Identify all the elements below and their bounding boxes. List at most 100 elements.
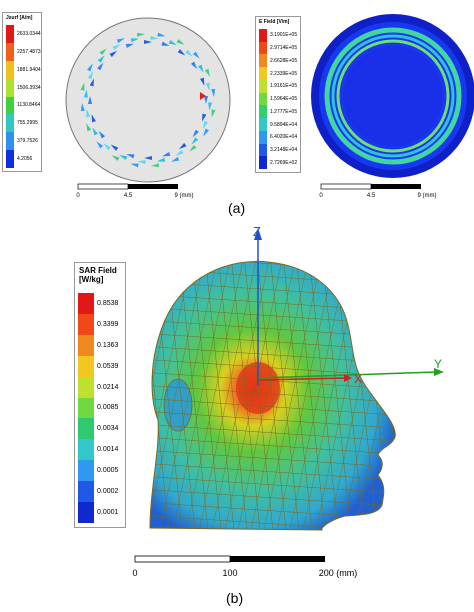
field-ring <box>324 27 462 165</box>
legend-value: 0.0539 <box>97 362 119 370</box>
y-arrow <box>434 368 444 376</box>
current-arrow <box>89 78 95 87</box>
current-arrow <box>211 88 216 98</box>
current-arrow <box>87 63 93 72</box>
current-arrow <box>192 129 199 138</box>
mesh-line <box>150 384 396 404</box>
legend-row: 1.2777E+05 <box>259 105 298 119</box>
legend-swatch <box>78 460 94 482</box>
current-arrow <box>87 71 94 80</box>
current-arrow <box>161 41 170 47</box>
legend-value: 2.2339E+05 <box>270 70 298 77</box>
legend-swatch <box>78 418 94 440</box>
mesh-line <box>230 261 262 530</box>
current-arrow <box>202 120 209 129</box>
current-arrow <box>200 77 205 86</box>
axis-label: Y <box>434 357 442 371</box>
mesh-line <box>150 488 396 508</box>
legend-value: 0.3399 <box>97 320 119 328</box>
current-arrow <box>211 109 216 118</box>
mesh-line <box>150 397 396 417</box>
x-arrow <box>344 374 352 382</box>
legend-title: Jsurf [A/m] <box>6 15 33 21</box>
mesh-line <box>256 261 288 530</box>
scale-bar <box>230 556 325 562</box>
current-arrow <box>177 49 186 56</box>
mesh-line <box>150 371 396 391</box>
current-arrow <box>162 152 171 157</box>
mesh-line <box>150 527 396 530</box>
scale-label: 200 (mm) <box>318 568 358 578</box>
current-arrow <box>99 48 107 56</box>
current-arrow <box>203 128 209 137</box>
current-arrow <box>116 38 125 44</box>
legend-title: SAR Field <box>79 266 117 275</box>
legend-value: 2.9714E+05 <box>270 45 298 52</box>
legend-row: 3.2148E+04 <box>259 143 298 157</box>
legend-swatch <box>6 150 14 168</box>
legend-row: 0.0034 <box>78 418 123 440</box>
mesh-line <box>222 261 284 530</box>
current-arrow <box>119 154 128 161</box>
legend-value: 2257.4873 <box>17 48 41 55</box>
legend-value: 1506.3934 <box>17 84 41 91</box>
legend-value: 1.5964E+05 <box>270 96 298 103</box>
efield-legend: E Field [V/m] 3.1901E+05 2.9714E+05 2.6628… <box>255 16 301 173</box>
legend-row: 0.0539 <box>78 355 123 377</box>
legend-swatch <box>259 105 267 119</box>
mesh-line <box>196 261 258 530</box>
current-arrow <box>190 61 198 70</box>
current-arrow <box>144 40 152 44</box>
current-arrow <box>98 130 106 139</box>
legend-row: 0.0085 <box>78 397 123 419</box>
mesh-line <box>413 255 443 540</box>
current-arrow <box>97 62 104 71</box>
legend-value: 6.4020E+04 <box>270 134 298 141</box>
current-arrow <box>91 114 96 123</box>
current-arrow <box>185 49 193 57</box>
legend-title: [W/kg] <box>79 275 104 284</box>
field-ring <box>336 39 450 153</box>
mesh-line <box>321 261 353 530</box>
legend-value: 2633.0344 <box>17 30 41 37</box>
legend-value: 0.0214 <box>97 383 119 391</box>
legend-row: 2.6628E+05 <box>259 54 298 68</box>
mesh-line <box>150 261 193 530</box>
current-arrow <box>201 113 207 122</box>
current-arrow <box>191 137 199 145</box>
legend-row: 0.0001 <box>78 502 123 523</box>
legend-swatch <box>6 42 14 61</box>
legend-row: 1.5964E+05 <box>259 92 298 106</box>
current-arrow <box>176 39 185 45</box>
scale-label: 0 <box>319 193 323 199</box>
scale-bar <box>134 555 231 563</box>
legend-swatch <box>78 481 94 503</box>
mesh-line <box>282 261 314 530</box>
legend-row: 0.8538 <box>78 293 123 314</box>
legend-row: 2.9714E+05 <box>259 41 298 55</box>
scale-bar <box>128 184 178 189</box>
scale-label: 4.5 <box>366 193 376 199</box>
mesh-line <box>157 261 219 530</box>
current-arrow <box>80 82 85 91</box>
legend-swatch <box>6 132 14 151</box>
current-arrow <box>112 44 121 51</box>
mesh-line <box>150 449 396 469</box>
legend-value: 0.0002 <box>97 488 119 496</box>
ear <box>163 378 193 432</box>
legend-swatch <box>259 41 267 55</box>
scale-label: 100 <box>222 568 238 578</box>
mesh-line <box>400 255 430 540</box>
mesh-line <box>295 261 327 530</box>
y-axis <box>257 371 437 379</box>
current-arrow <box>86 108 91 118</box>
legend-row: 2257.4873 <box>6 42 41 61</box>
legend-value: 0.0034 <box>97 425 119 433</box>
hot-arrow <box>200 92 206 100</box>
legend-swatch <box>6 96 14 115</box>
mesh-line <box>170 261 232 530</box>
current-arrow <box>97 55 105 63</box>
z-arrow <box>254 228 262 240</box>
current-arrow <box>157 32 166 37</box>
mesh-line <box>274 261 336 530</box>
